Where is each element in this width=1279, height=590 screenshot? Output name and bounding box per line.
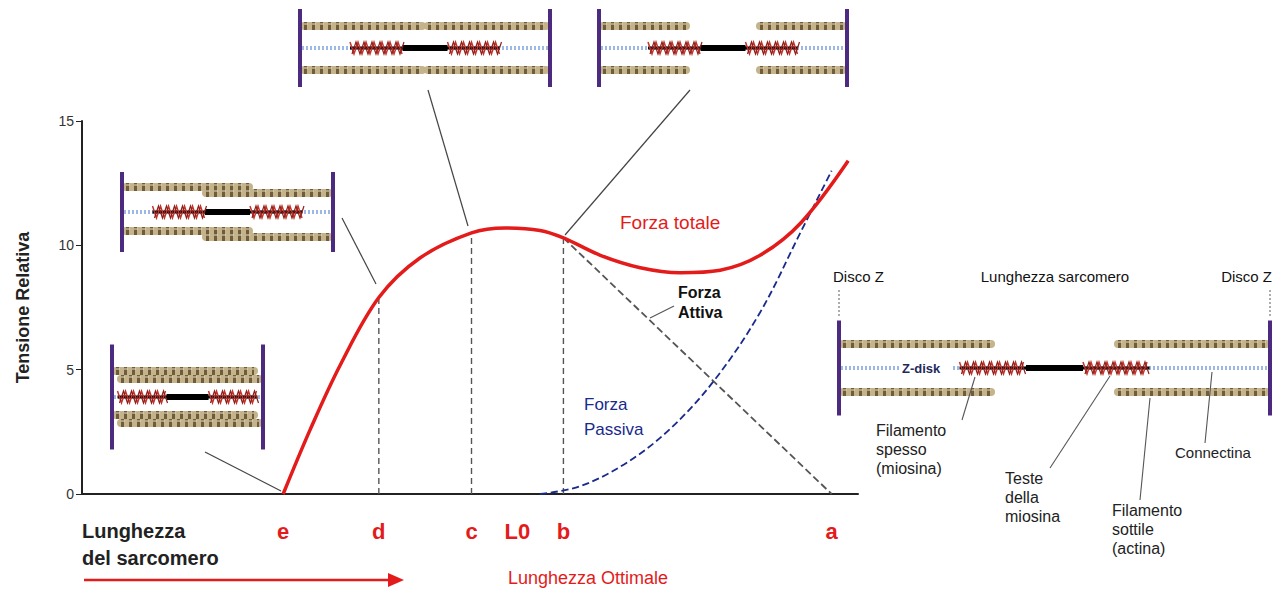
- svg-text:Lunghezza sarcomero: Lunghezza sarcomero: [981, 268, 1129, 285]
- svg-text:Z-disk: Z-disk: [902, 361, 941, 376]
- svg-text:a: a: [826, 519, 839, 544]
- svg-text:Forza totale: Forza totale: [620, 212, 720, 233]
- svg-text:e: e: [277, 519, 289, 544]
- svg-text:Filamentospesso(miosina): Filamentospesso(miosina): [876, 422, 946, 477]
- svg-text:Lunghezza Ottimale: Lunghezza Ottimale: [508, 568, 668, 588]
- svg-text:5: 5: [66, 362, 74, 378]
- svg-text:Tensione Relativa: Tensione Relativa: [13, 231, 33, 384]
- svg-text:Connectina: Connectina: [1175, 444, 1252, 461]
- svg-text:Disco Z: Disco Z: [1221, 268, 1272, 285]
- svg-text:Disco Z: Disco Z: [833, 268, 884, 285]
- svg-text:Lunghezzadel sarcomero: Lunghezzadel sarcomero: [82, 520, 219, 569]
- svg-text:Testedellamiosina: Testedellamiosina: [1005, 470, 1060, 525]
- svg-text:10: 10: [58, 237, 74, 253]
- svg-text:Filamentosottile(actina): Filamentosottile(actina): [1112, 502, 1182, 557]
- svg-text:b: b: [557, 519, 570, 544]
- svg-text:d: d: [372, 519, 385, 544]
- svg-text:L0: L0: [505, 519, 531, 544]
- svg-text:ForzaPassiva: ForzaPassiva: [584, 395, 644, 439]
- svg-text:0: 0: [66, 486, 74, 502]
- svg-text:c: c: [465, 519, 477, 544]
- svg-text:ForzaAttiva: ForzaAttiva: [678, 284, 723, 321]
- svg-text:15: 15: [58, 113, 74, 129]
